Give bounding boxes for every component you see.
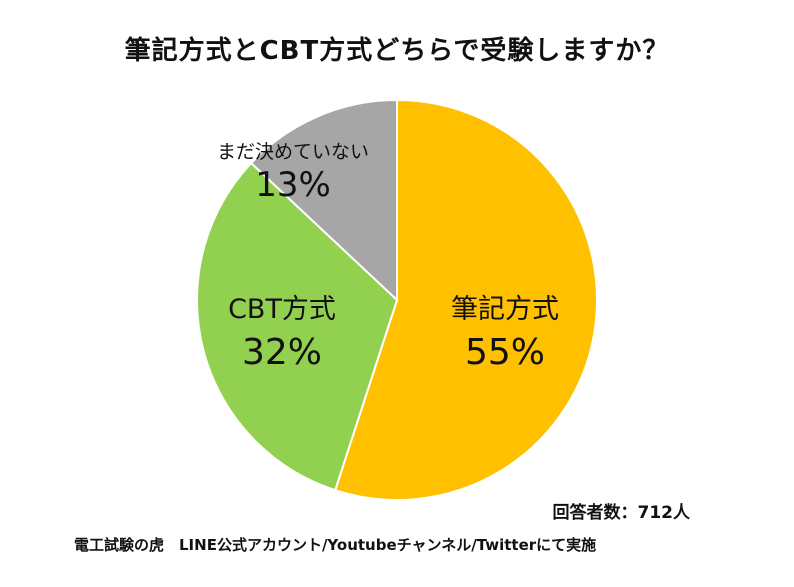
slice-label-hikki: 筆記方式 xyxy=(451,294,559,325)
pie-slice-hikki xyxy=(333,98,598,501)
pie-slice-undecided xyxy=(249,98,398,303)
source-note: 電工試験の虎 LINE公式アカウント/Youtubeチャンネル/Twitterに… xyxy=(74,536,597,554)
chart-title: 筆記方式とCBT方式どちらで受験しますか？ xyxy=(124,36,670,66)
slice-label-undecided: まだ決めていない xyxy=(217,141,369,163)
slice-value-hikki: 55% xyxy=(465,332,545,373)
slice-label-cbt: CBT方式 xyxy=(228,294,336,325)
slice-value-cbt: 32% xyxy=(242,332,322,373)
respondent-count: 回答者数：712人 xyxy=(552,503,691,523)
pie-slice-cbt xyxy=(196,161,399,492)
slice-value-undecided: 13% xyxy=(255,165,331,205)
